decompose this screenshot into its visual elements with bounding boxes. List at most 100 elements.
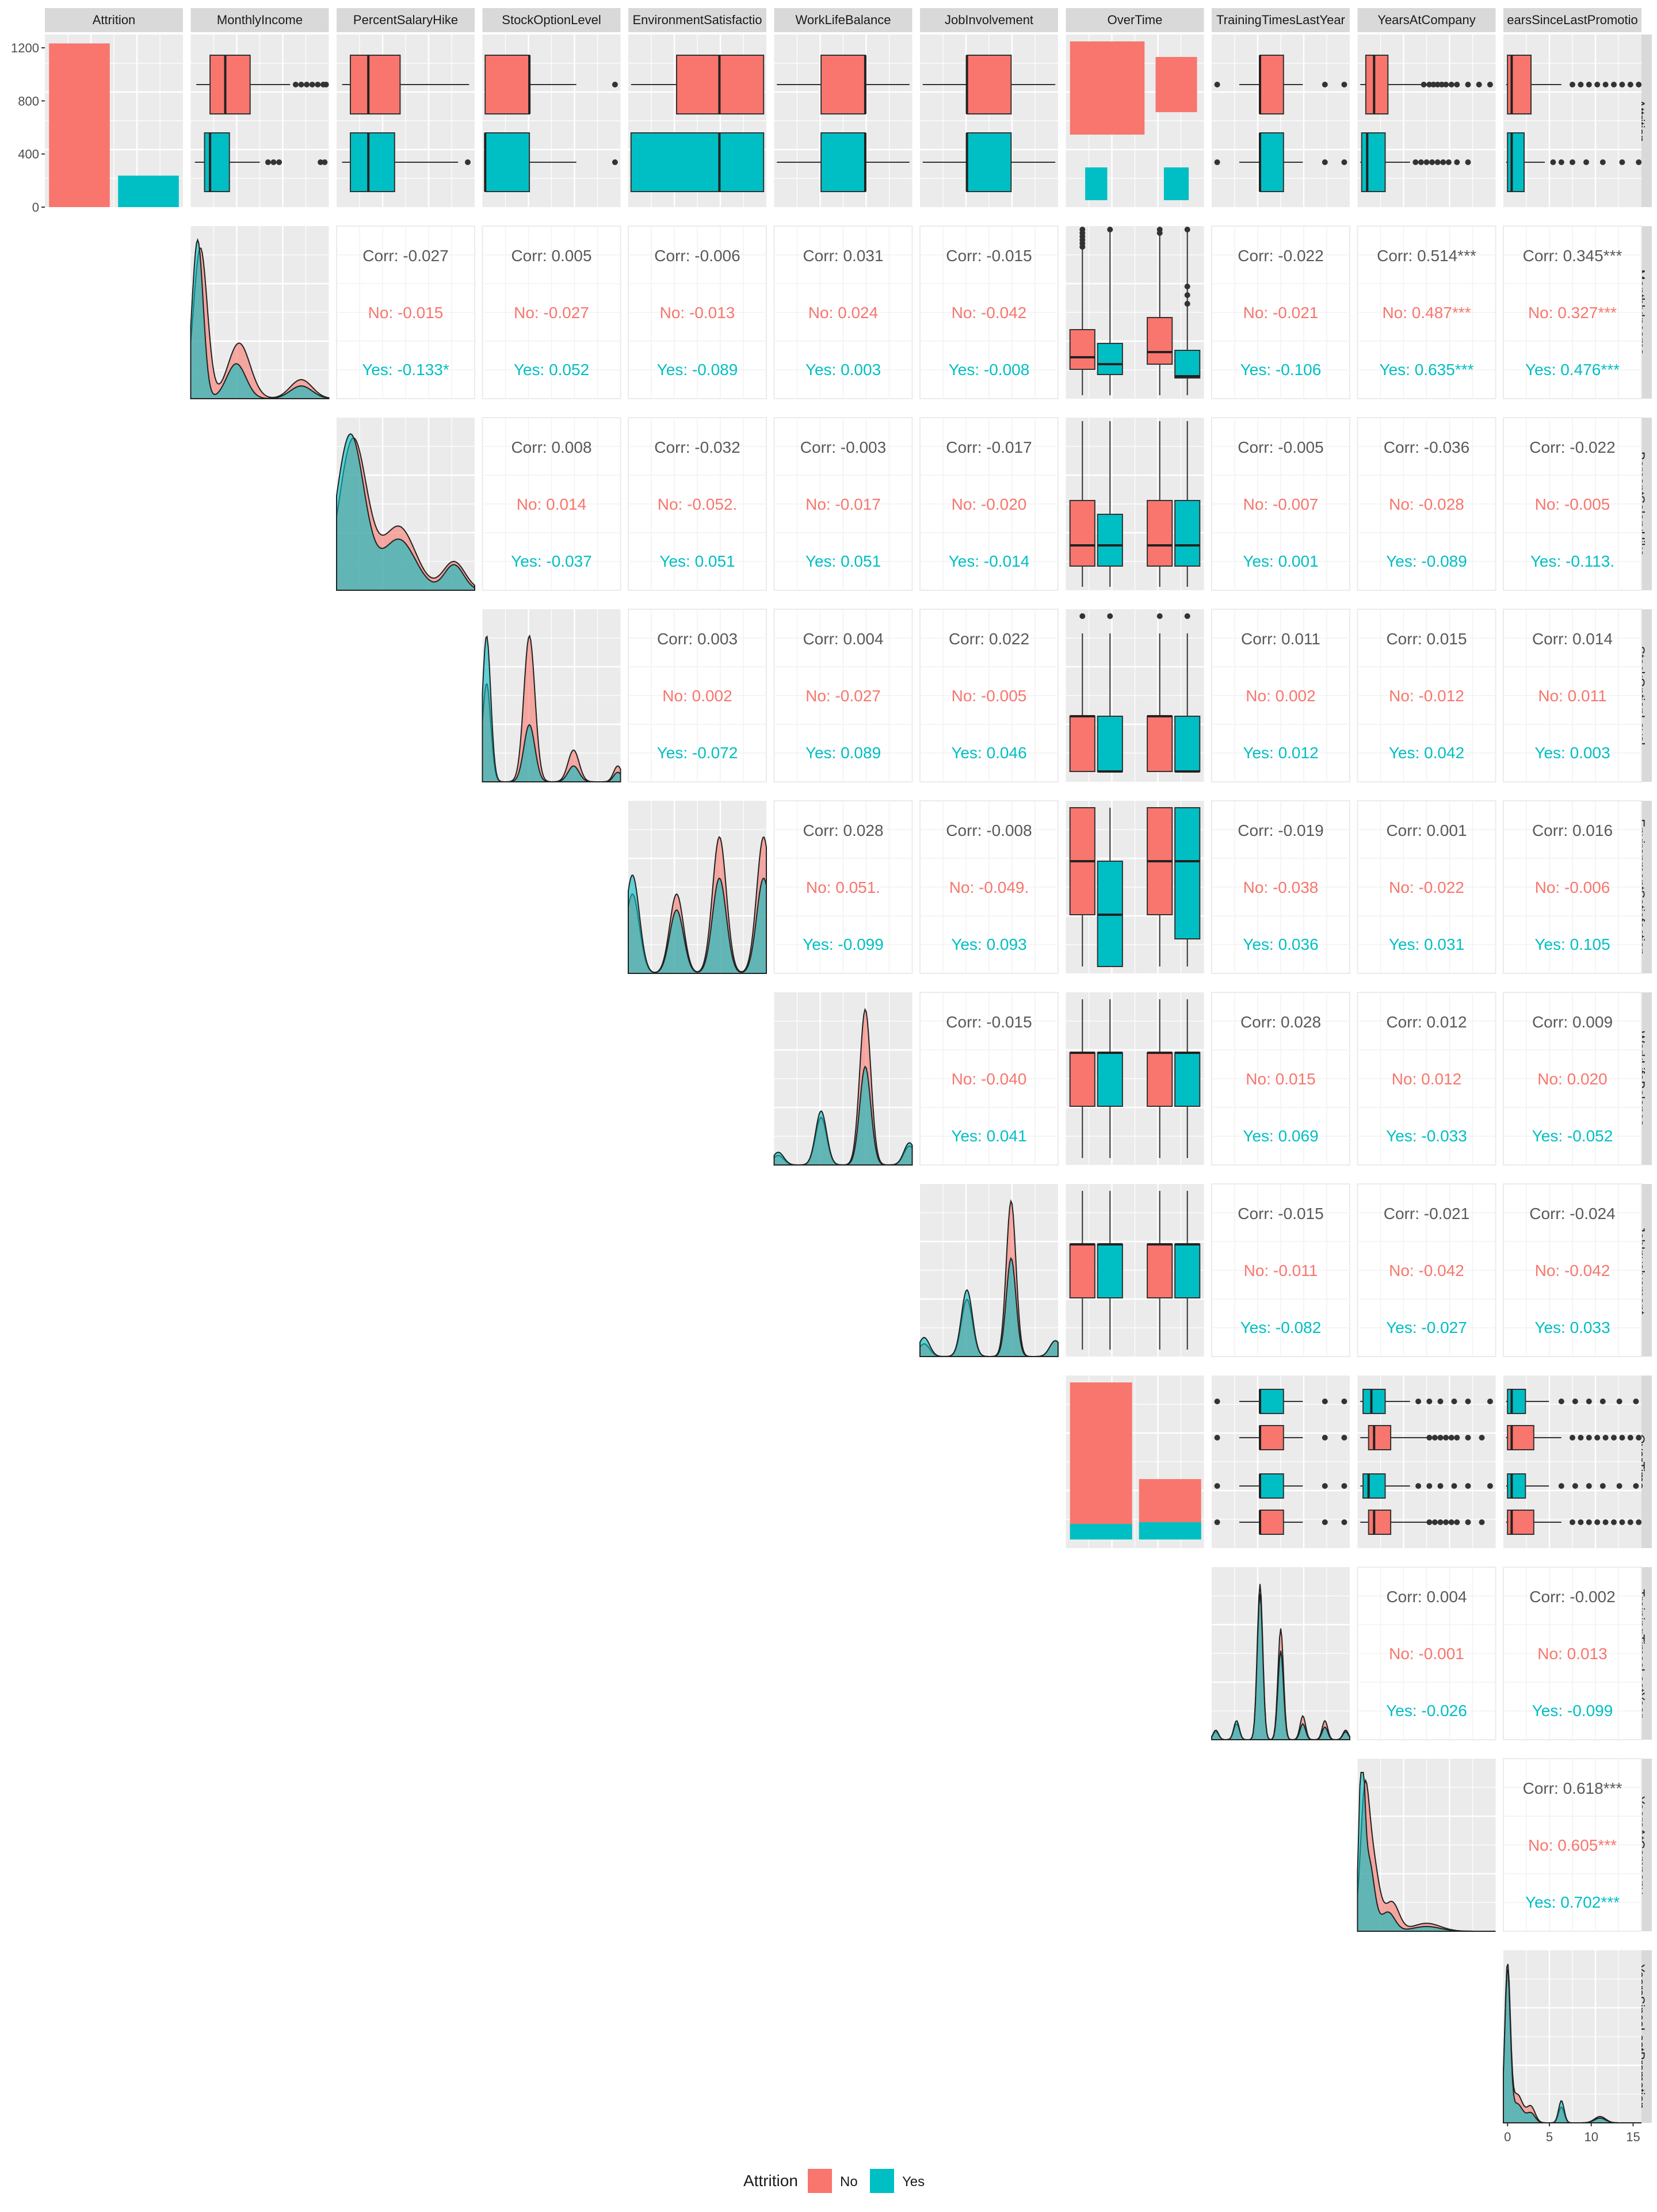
outlier bbox=[1465, 82, 1471, 87]
corr-overall: Corr: 0.008 bbox=[511, 438, 591, 456]
strip-background bbox=[1503, 8, 1641, 32]
outlier bbox=[1487, 1399, 1493, 1404]
box bbox=[484, 132, 530, 192]
bar-overtime-no-attrition-yes bbox=[1070, 1524, 1132, 1539]
legend-title: Attrition bbox=[743, 2172, 798, 2190]
outlier bbox=[1214, 159, 1220, 165]
corr-yes: Yes: -0.099 bbox=[803, 935, 884, 953]
corr-no: No: 0.020 bbox=[1537, 1070, 1607, 1088]
corr-no: No: -0.028 bbox=[1389, 495, 1464, 513]
outlier bbox=[265, 159, 271, 165]
corr-panel-MonthlyIncome-TrainingTimesLastYear: Corr: -0.022 No: -0.021 Yes: -0.106 bbox=[1211, 226, 1350, 399]
strip-background bbox=[337, 8, 475, 32]
corr-yes: Yes: 0.702*** bbox=[1525, 1893, 1620, 1911]
panel-OverTime-YearsAtCompany bbox=[1357, 1376, 1496, 1548]
tile-yes-overtime-no bbox=[1085, 167, 1108, 200]
corr-panel-TrainingTimesLastYear-YearsSinceLastPromotion: Corr: -0.002 No: 0.013 Yes: -0.099 bbox=[1503, 1567, 1642, 1740]
corr-no: No: -0.013 bbox=[660, 304, 735, 322]
corr-overall: Corr: 0.028 bbox=[1240, 1013, 1321, 1031]
box bbox=[1097, 1052, 1123, 1107]
panel-PercentSalaryHike-OverTime bbox=[1066, 418, 1204, 590]
box bbox=[1368, 1510, 1392, 1535]
outlier bbox=[1184, 284, 1190, 289]
corr-panel-WorkLifeBalance-JobInvolvement: Corr: -0.015 No: -0.040 Yes: 0.041 bbox=[919, 992, 1059, 1166]
box bbox=[1259, 1510, 1284, 1535]
corr-overall: Corr: -0.005 bbox=[1238, 438, 1323, 456]
corr-yes: Yes: 0.042 bbox=[1389, 744, 1464, 762]
box bbox=[966, 132, 1012, 192]
panel-Attrition-YearsSinceLastPromotion bbox=[1503, 35, 1642, 207]
column-strip-PercentSalaryHike: PercentSalaryHike bbox=[337, 8, 475, 32]
box bbox=[1147, 716, 1173, 772]
corr-no: No: -0.020 bbox=[952, 495, 1027, 513]
corr-overall: Corr: 0.003 bbox=[657, 630, 738, 648]
y-tick-label: 1200 bbox=[11, 41, 39, 55]
corr-overall: Corr: -0.022 bbox=[1238, 247, 1323, 265]
outlier bbox=[1479, 1519, 1485, 1525]
corr-panel-PercentSalaryHike-TrainingTimesLastYear: Corr: -0.005 No: -0.007 Yes: 0.001 bbox=[1211, 417, 1350, 591]
outlier bbox=[1558, 1399, 1564, 1404]
outlier bbox=[1465, 1483, 1471, 1489]
corr-yes: Yes: -0.037 bbox=[511, 552, 592, 570]
outlier bbox=[1558, 1483, 1564, 1489]
corr-panel-EnvironmentSatisfaction-TrainingTimesLastYear: Corr: -0.019 No: -0.038 Yes: 0.036 bbox=[1211, 800, 1350, 974]
box bbox=[350, 55, 401, 114]
density-area bbox=[919, 1256, 1059, 1357]
outlier bbox=[1619, 1519, 1625, 1525]
outlier bbox=[1627, 82, 1633, 87]
outlier bbox=[1341, 1435, 1347, 1441]
corr-overall: Corr: 0.004 bbox=[803, 630, 883, 648]
outlier bbox=[1448, 1435, 1454, 1441]
panel-OverTime-YearsSinceLastPromotion bbox=[1503, 1376, 1642, 1548]
outlier bbox=[1487, 82, 1493, 87]
box bbox=[1097, 343, 1123, 375]
bar-attrition-no bbox=[49, 43, 110, 207]
panel-WorkLifeBalance-OverTime bbox=[1066, 992, 1204, 1165]
box bbox=[204, 132, 230, 192]
panel-PercentSalaryHike-PercentSalaryHike bbox=[336, 418, 475, 591]
outlier bbox=[1107, 227, 1113, 232]
panel-OverTime-OverTime bbox=[1066, 1376, 1204, 1548]
outlier bbox=[1578, 82, 1584, 87]
box bbox=[1097, 716, 1123, 772]
strip-background bbox=[190, 8, 329, 32]
corr-yes: Yes: -0.089 bbox=[657, 361, 738, 379]
outlier bbox=[1443, 1435, 1449, 1441]
outlier bbox=[1079, 613, 1086, 619]
outlier bbox=[1465, 1435, 1471, 1441]
corr-overall: Corr: -0.002 bbox=[1529, 1588, 1615, 1606]
outlier bbox=[1434, 159, 1441, 165]
box bbox=[1259, 55, 1284, 114]
corr-panel-PercentSalaryHike-StockOptionLevel: Corr: 0.008 No: 0.014 Yes: -0.037 bbox=[482, 417, 621, 591]
box bbox=[1147, 500, 1173, 567]
strip-background bbox=[1066, 8, 1204, 32]
outlier bbox=[1616, 1399, 1622, 1404]
corr-no: No: -0.042 bbox=[1535, 1262, 1610, 1279]
outlier bbox=[1156, 613, 1163, 619]
outlier bbox=[1437, 1435, 1444, 1441]
outlier bbox=[1429, 159, 1435, 165]
outlier bbox=[1578, 1519, 1584, 1525]
corr-yes: Yes: 0.003 bbox=[805, 361, 881, 379]
outlier bbox=[1550, 159, 1556, 165]
outlier bbox=[1619, 82, 1625, 87]
outlier bbox=[304, 82, 310, 87]
density-area bbox=[1211, 1594, 1350, 1741]
corr-no: No: -0.042 bbox=[1389, 1262, 1464, 1279]
corr-panel-WorkLifeBalance-TrainingTimesLastYear: Corr: 0.028 No: 0.015 Yes: 0.069 bbox=[1211, 992, 1350, 1166]
corr-no: No: 0.011 bbox=[1538, 687, 1606, 705]
bar-overtime-yes-attrition-yes bbox=[1139, 1522, 1201, 1539]
outlier bbox=[1611, 82, 1617, 87]
outlier bbox=[1184, 292, 1190, 298]
outlier bbox=[1437, 1399, 1444, 1404]
corr-overall: Corr: -0.017 bbox=[946, 438, 1032, 456]
corr-no: No: -0.038 bbox=[1243, 878, 1319, 896]
panel-StockOptionLevel-StockOptionLevel bbox=[482, 609, 621, 782]
outlier bbox=[292, 82, 299, 87]
corr-overall: Corr: -0.015 bbox=[946, 247, 1032, 265]
panel-MonthlyIncome-OverTime bbox=[1066, 226, 1204, 399]
corr-panel-MonthlyIncome-YearsAtCompany: Corr: 0.514*** No: 0.487*** Yes: 0.635*** bbox=[1357, 226, 1496, 399]
column-strip-JobInvolvement: JobInvolvement bbox=[920, 8, 1058, 32]
outlier bbox=[1611, 1435, 1617, 1441]
